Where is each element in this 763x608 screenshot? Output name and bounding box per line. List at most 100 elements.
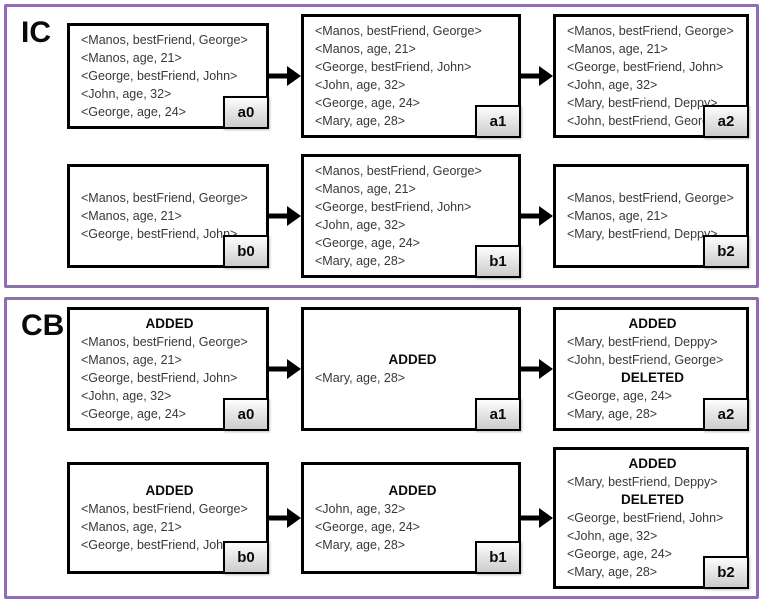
triple-text: <George, bestFriend, John>	[315, 60, 472, 74]
triple-text: <Manos, bestFriend, George>	[81, 191, 248, 205]
triple-text: <George, bestFriend, John>	[315, 200, 472, 214]
deleted-heading: DELETED	[620, 492, 684, 507]
version-badge-b1: b1	[475, 245, 521, 278]
added-heading: ADDED	[145, 316, 194, 331]
ic-panel-title: IC	[21, 16, 51, 49]
ic-state-box-a0: <Manos, bestFriend, George> <Manos, age,…	[67, 23, 269, 129]
triple-text: <John, age, 32>	[315, 78, 406, 92]
version-badge-b0: b0	[223, 541, 269, 574]
arrow-right-icon	[269, 64, 301, 88]
triple-text: <Manos, bestFriend, George>	[315, 24, 482, 38]
triple-text: <Mary, age, 28>	[315, 254, 406, 268]
triple-text: <George, age, 24>	[567, 547, 672, 561]
triple-text: <Manos, bestFriend, George>	[315, 164, 482, 178]
ic-version-row-b: <Manos, bestFriend, George> <Manos, age,…	[67, 154, 750, 278]
ic-state-box-b0: <Manos, bestFriend, George> <Manos, age,…	[67, 164, 269, 268]
triple-text: <Mary, age, 28>	[315, 114, 406, 128]
triple-text: <Mary, age, 28>	[567, 565, 658, 579]
arrow-right-icon	[521, 64, 553, 88]
triple-text: <John, age, 32>	[315, 218, 406, 232]
triple-text: <George, bestFriend, John>	[567, 511, 724, 525]
cb-rows: ADDED <Manos, bestFriend, George> <Manos…	[67, 307, 750, 589]
triple-text: <George, age, 24>	[315, 96, 420, 110]
ic-panel: IC <Manos, bestFriend, George> <Manos, a…	[4, 4, 759, 288]
ic-state-box-a2: <Manos, bestFriend, George> <Manos, age,…	[553, 14, 749, 138]
triple-text: <John, age, 32>	[81, 87, 172, 101]
triple-text: <George, bestFriend, John>	[567, 60, 724, 74]
triple-text: <Manos, bestFriend, George>	[81, 502, 248, 516]
triple-text: <John, age, 32>	[315, 502, 406, 516]
triple-text: <Manos, age, 21>	[81, 520, 182, 534]
triple-text: <George, bestFriend, John>	[81, 227, 238, 241]
triple-text: <Manos, bestFriend, George>	[567, 191, 734, 205]
cb-delta-box-a2: ADDED <Mary, bestFriend, Deppy> <John, b…	[553, 307, 749, 431]
triple-text: <George, age, 24>	[81, 105, 186, 119]
arrow-right-icon	[521, 357, 553, 381]
version-badge-b0: b0	[223, 235, 269, 268]
triple-text: <Mary, bestFriend, Deppy>	[567, 227, 718, 241]
triple-text: <George, bestFriend, John>	[81, 69, 238, 83]
triple-text: <George, age, 24>	[315, 236, 420, 250]
triple-text: <John, age, 32>	[567, 78, 658, 92]
cb-panel: CB ADDED <Manos, bestFriend, George> <Ma…	[4, 297, 759, 599]
cb-delta-box-b2: ADDED <Mary, bestFriend, Deppy> DELETED …	[553, 447, 749, 589]
triple-text: <Mary, age, 28>	[567, 407, 658, 421]
triple-text: <Manos, age, 21>	[567, 209, 668, 223]
triple-text: <John, bestFriend, George>	[567, 353, 724, 367]
arrow-right-icon	[269, 506, 301, 530]
cb-delta-box-b0: ADDED <Manos, bestFriend, George> <Manos…	[67, 462, 269, 574]
triple-text: <Mary, age, 28>	[315, 371, 406, 385]
cb-delta-box-b1: ADDED <John, age, 32> <George, age, 24> …	[301, 462, 521, 574]
triple-text: <George, bestFriend, John>	[81, 371, 238, 385]
cb-delta-row-a: ADDED <Manos, bestFriend, George> <Manos…	[67, 307, 750, 431]
arrow-right-icon	[269, 204, 301, 228]
triple-text: <George, bestFriend, John>	[81, 538, 238, 552]
triple-text: <Manos, age, 21>	[81, 51, 182, 65]
triple-text: <Manos, bestFriend, George>	[81, 335, 248, 349]
triple-text: <Mary, bestFriend, Deppy>	[567, 335, 718, 349]
arrow-right-icon	[521, 506, 553, 530]
cb-delta-row-b: ADDED <Manos, bestFriend, George> <Manos…	[67, 447, 750, 589]
triple-text: <John, bestFriend, George>	[567, 114, 724, 128]
cb-delta-box-a1: ADDED <Mary, age, 28> a1	[301, 307, 521, 431]
version-badge-a2: a2	[703, 398, 749, 431]
ic-version-row-a: <Manos, bestFriend, George> <Manos, age,…	[67, 14, 750, 138]
triple-text: <Manos, age, 21>	[81, 209, 182, 223]
version-badge-b1: b1	[475, 541, 521, 574]
triple-text: <George, age, 24>	[567, 389, 672, 403]
triple-text: <Mary, age, 28>	[315, 538, 406, 552]
arrow-right-icon	[269, 357, 301, 381]
ic-state-box-a1: <Manos, bestFriend, George> <Manos, age,…	[301, 14, 521, 138]
version-badge-a2: a2	[703, 105, 749, 138]
version-badge-b2: b2	[703, 556, 749, 589]
added-heading: ADDED	[145, 483, 194, 498]
triple-text: <Manos, bestFriend, George>	[567, 24, 734, 38]
version-badge-a1: a1	[475, 105, 521, 138]
version-badge-a0: a0	[223, 96, 269, 129]
version-badge-b2: b2	[703, 235, 749, 268]
version-badge-a1: a1	[475, 398, 521, 431]
triple-text: <Manos, age, 21>	[315, 182, 416, 196]
arrow-right-icon	[521, 204, 553, 228]
ic-rows: <Manos, bestFriend, George> <Manos, age,…	[67, 14, 750, 278]
triple-text: <Manos, age, 21>	[315, 42, 416, 56]
triple-text: <George, age, 24>	[315, 520, 420, 534]
triple-text: <Manos, age, 21>	[81, 353, 182, 367]
ic-state-box-b2: <Manos, bestFriend, George> <Manos, age,…	[553, 164, 749, 268]
added-heading: ADDED	[628, 456, 677, 471]
added-heading: ADDED	[388, 352, 437, 367]
added-heading: ADDED	[388, 483, 437, 498]
triple-text: <George, age, 24>	[81, 407, 186, 421]
cb-panel-title: CB	[21, 309, 65, 342]
triple-text: <John, age, 32>	[567, 529, 658, 543]
ic-state-box-b1: <Manos, bestFriend, George> <Manos, age,…	[301, 154, 521, 278]
version-badge-a0: a0	[223, 398, 269, 431]
deleted-heading: DELETED	[620, 370, 684, 385]
triple-text: <Mary, bestFriend, Deppy>	[567, 96, 718, 110]
added-heading: ADDED	[628, 316, 677, 331]
triple-text: <Manos, age, 21>	[567, 42, 668, 56]
triple-text: <John, age, 32>	[81, 389, 172, 403]
triple-text: <Mary, bestFriend, Deppy>	[567, 475, 718, 489]
triple-text: <Manos, bestFriend, George>	[81, 33, 248, 47]
cb-delta-box-a0: ADDED <Manos, bestFriend, George> <Manos…	[67, 307, 269, 431]
